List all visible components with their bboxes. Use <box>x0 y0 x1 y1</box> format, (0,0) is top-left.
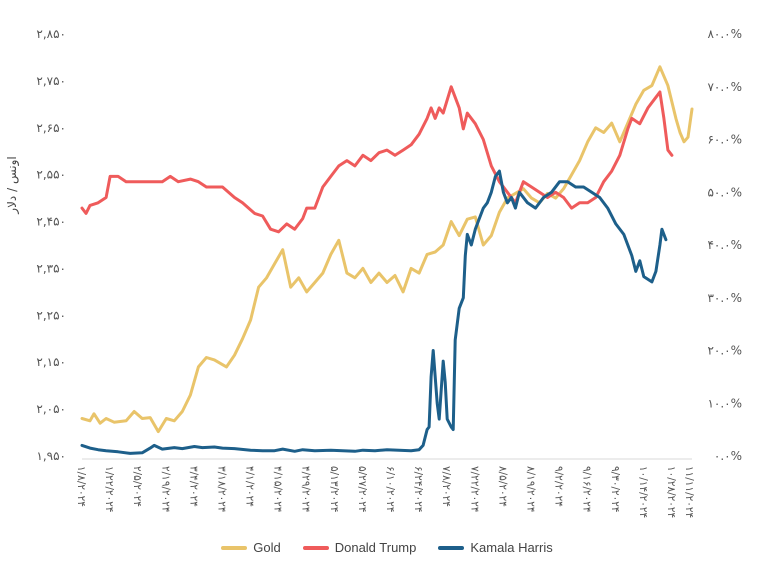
series-line-donald-trump <box>80 85 674 234</box>
legend-swatch <box>221 545 248 550</box>
x-tick-label: ۸/۱۹/۲۰۲۴ <box>524 466 536 513</box>
x-tick-label: ۸/۵/۲۰۲۴ <box>496 466 508 507</box>
x-tick-label: ۱۱/۱۱/۲۰۲۴ <box>683 466 695 518</box>
x-axis-ticks: ۱/۸/۲۰۲۴ ۱/۲۲/۲۰۲۴ ۲/۵/۲۰۲۴ ۲/۱۹/۲۰۲۴ ۳/۴/۲۰… <box>75 466 695 518</box>
left-tick-label: ۲,۴۵۰ <box>36 215 66 229</box>
x-tick-label: ۳/۴/۲۰۲۴ <box>187 466 199 507</box>
x-tick-label: ۹/۲/۲۰۲۴ <box>553 466 565 507</box>
right-tick-label: ۷۰.۰% <box>707 80 742 94</box>
x-tick-label: ۱/۲۲/۲۰۲۴ <box>103 466 115 513</box>
legend-item-gold: Gold <box>221 540 281 555</box>
right-tick-label: ۰.۰% <box>714 449 742 463</box>
left-tick-label: ۲,۶۵۰ <box>36 121 66 135</box>
right-axis-ticks: ۰.۰% ۱۰.۰% ۲۰.۰% ۳۰.۰% ۴۰.۰% ۵۰.۰% ۶۰.۰% ۷۰.۰% ۸… <box>707 27 742 463</box>
x-tick-label: ۴/۱/۲۰۲۴ <box>244 466 256 507</box>
legend-item-harris: Kamala Harris <box>438 540 553 555</box>
x-tick-label: ۴/۲۹/۲۰۲۴ <box>300 466 312 513</box>
x-tick-label: ۷/۸/۲۰۲۴ <box>440 466 452 507</box>
right-tick-label: ۸۰.۰% <box>707 27 742 41</box>
legend: Gold Donald Trump Kamala Harris <box>0 540 774 555</box>
left-tick-label: ۲,۳۵۰ <box>36 261 66 275</box>
series-line-kamala-harris <box>80 169 668 455</box>
legend-label: Donald Trump <box>334 540 417 555</box>
line-chart: اونس / دلار ۱,۹۵۰ ۲,۰۵۰ ۲,۱۵۰ ۲,۲۵۰ ۲,۳۵۰ ۲,۴… <box>5 27 742 518</box>
series-line-gold <box>80 65 694 434</box>
x-tick-label: ۹/۳۰/۲۰۲۴ <box>609 466 621 513</box>
legend-swatch <box>438 545 465 550</box>
x-tick-label: ۵/۲۷/۲۰۲۴ <box>356 466 368 513</box>
left-axis-ticks: ۱,۹۵۰ ۲,۰۵۰ ۲,۱۵۰ ۲,۲۵۰ ۲,۳۵۰ ۲,۴۵۰ ۲,۵۵۰ ۲,۶۵۰… <box>36 27 66 463</box>
x-tick-label: ۴/۱۵/۲۰۲۴ <box>272 466 284 513</box>
left-tick-label: ۲,۷۵۰ <box>36 74 66 88</box>
right-tick-label: ۲۰.۰% <box>707 344 742 358</box>
legend-label: Kamala Harris <box>470 540 553 555</box>
x-tick-label: ۶/۱۰/۲۰۲۴ <box>384 466 396 513</box>
x-tick-label: ۱۰/۲۸/۲۰۲۴ <box>665 466 677 518</box>
left-tick-label: ۲,۰۵۰ <box>36 402 66 416</box>
x-tick-label: ۲/۵/۲۰۲۴ <box>131 466 143 507</box>
x-tick-label: ۶/۲۴/۲۰۲۴ <box>412 466 424 513</box>
x-tick-label: ۵/۱۳/۲۰۲۴ <box>328 466 340 513</box>
left-tick-label: ۲,۱۵۰ <box>36 355 66 369</box>
left-tick-label: ۲,۵۵۰ <box>36 168 66 182</box>
series-lines <box>80 65 694 455</box>
x-tick-label: ۲/۱۹/۲۰۲۴ <box>159 466 171 513</box>
right-tick-label: ۵۰.۰% <box>707 185 742 199</box>
x-tick-label: ۳/۱۸/۲۰۲۴ <box>215 466 227 513</box>
left-tick-label: ۲,۸۵۰ <box>36 27 66 41</box>
right-tick-label: ۶۰.۰% <box>707 133 742 147</box>
right-tick-label: ۳۰.۰% <box>707 291 742 305</box>
legend-swatch <box>302 545 329 550</box>
x-tick-label: ۹/۱۶/۲۰۲۴ <box>581 466 593 513</box>
right-tick-label: ۱۰.۰% <box>707 396 742 410</box>
legend-item-trump: Donald Trump <box>302 540 417 555</box>
y-axis-title: اونس / دلار <box>5 156 20 214</box>
x-tick-label: ۱۰/۱۴/۲۰۲۴ <box>637 466 649 518</box>
legend-label: Gold <box>253 540 281 555</box>
left-tick-label: ۱,۹۵۰ <box>36 449 66 463</box>
x-tick-label: ۷/۲۲/۲۰۲۴ <box>468 466 480 513</box>
right-tick-label: ۴۰.۰% <box>707 238 742 252</box>
x-tick-label: ۱/۸/۲۰۲۴ <box>75 466 87 507</box>
left-tick-label: ۲,۲۵۰ <box>36 308 66 322</box>
